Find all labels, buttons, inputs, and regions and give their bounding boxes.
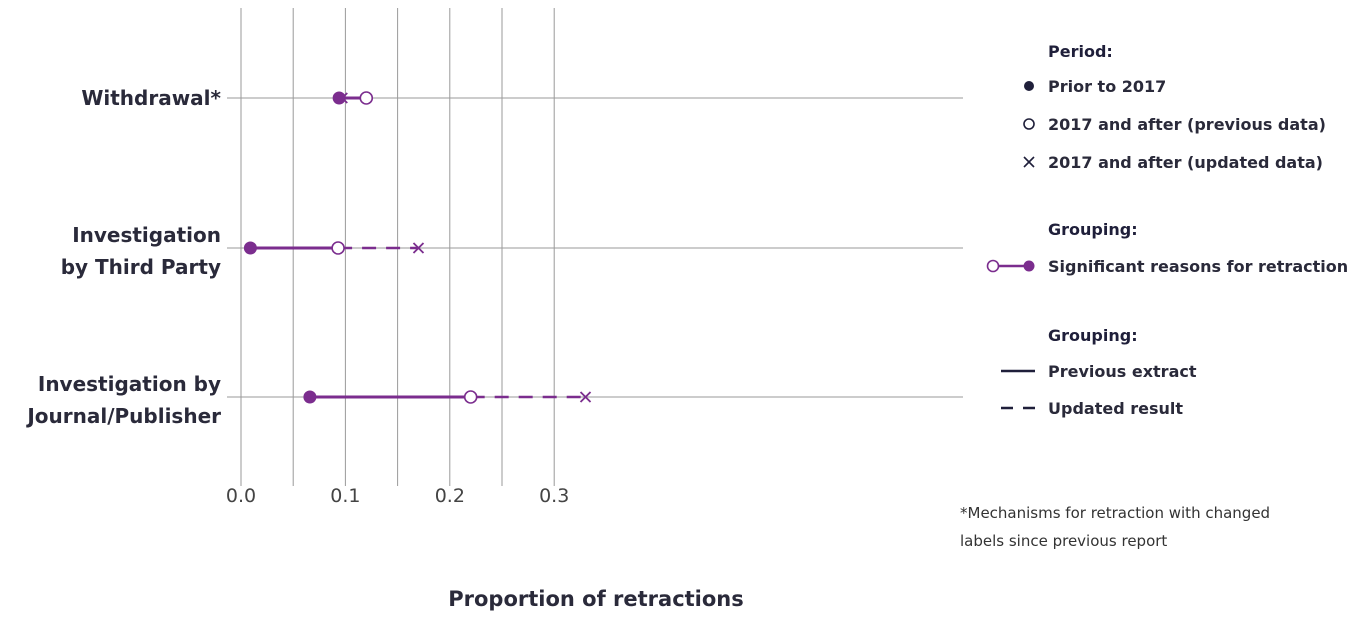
category-label: Withdrawal* [81,86,221,110]
category-label: by Third Party [61,255,221,279]
x-tick-label: 0.3 [539,485,569,507]
footnote-line-2: labels since previous report [960,532,1167,550]
data-marks [243,91,592,404]
legend-updated-result-label: Updated result [1048,399,1183,418]
legend: Period: Prior to 2017 2017 and after (pr… [986,42,1348,418]
category-marks [332,91,374,105]
legend-previous-extract-label: Previous extract [1048,362,1197,381]
after-previous-marker [463,390,478,404]
prior-marker [243,241,257,255]
legend-after-updated-marker [1023,156,1035,168]
legend-grouping-title-1: Grouping: [1048,220,1138,239]
after-updated-marker [412,242,425,254]
x-tick-label: 0.0 [226,485,256,507]
legend-prior-marker [1024,81,1034,91]
grid-lines [227,8,963,486]
legend-after-previous-marker [1023,118,1035,130]
after-previous-marker [331,241,345,255]
category-marks [243,241,425,255]
x-axis-title: Proportion of retractions [448,587,744,611]
legend-period-title: Period: [1048,42,1113,61]
category-labels: Withdrawal* Investigation by Third Party In… [25,86,221,428]
legend-after-previous-label: 2017 and after (previous data) [1048,115,1326,134]
legend-after-updated-label: 2017 and after (updated data) [1048,153,1323,172]
prior-marker [303,390,317,404]
footnote-line-1: *Mechanisms for retraction with changed [960,504,1270,522]
legend-prior-label: Prior to 2017 [1048,77,1166,96]
x-tick-label: 0.1 [330,485,360,507]
after-updated-marker [579,391,592,403]
legend-grouping-title-2: Grouping: [1048,326,1138,345]
footnote: *Mechanisms for retraction with changed … [960,504,1270,550]
x-tick-labels: 0.0 0.1 0.2 0.3 [226,485,569,507]
category-marks [303,390,592,404]
prior-marker [332,91,346,105]
category-label: Investigation [72,223,221,247]
after-updated-marker-stroke [579,391,592,403]
after-previous-marker [359,91,374,105]
category-label: Journal/Publisher [25,404,221,428]
legend-significant-label: Significant reasons for retraction [1048,257,1348,276]
x-tick-label: 0.2 [435,485,465,507]
after-updated-marker-stroke [412,242,425,254]
category-label: Investigation by [38,372,221,396]
legend-significant-marker [986,259,1035,273]
